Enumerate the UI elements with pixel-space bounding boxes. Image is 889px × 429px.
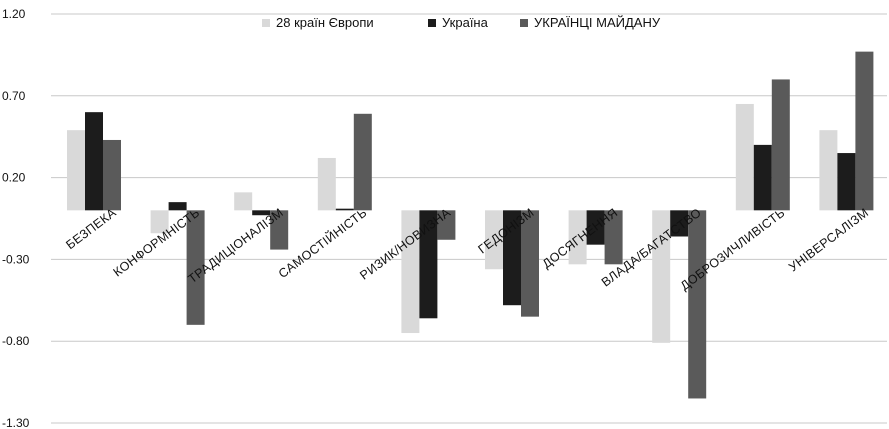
bar	[521, 210, 539, 317]
bar	[85, 112, 103, 211]
bar	[103, 139, 121, 211]
bar	[168, 202, 187, 211]
y-tick-label: -0.30	[2, 252, 30, 266]
bar	[252, 210, 271, 216]
bar	[335, 208, 354, 211]
y-tick-label: 1.20	[2, 7, 26, 21]
x-axis: БЕЗПЕКАКОНФОРМНІСТЬТРАДИЦІОНАЛІЗМСАМОСТІ…	[63, 205, 871, 293]
bar	[317, 157, 336, 211]
bar	[186, 210, 205, 325]
legend-swatch	[262, 19, 270, 27]
y-tick-label: -1.30	[2, 416, 30, 429]
bar	[688, 210, 707, 399]
bar	[652, 210, 671, 343]
bar	[604, 210, 623, 265]
bar	[837, 153, 856, 211]
bar	[586, 210, 605, 245]
bar	[401, 210, 420, 334]
bar	[503, 210, 521, 306]
y-tick-label: 0.20	[2, 171, 26, 185]
y-tick-label: 0.70	[2, 89, 26, 103]
bar	[150, 210, 169, 234]
bar	[353, 113, 372, 211]
bar	[437, 210, 456, 240]
category-label: УНІВЕРСАЛІЗМ	[786, 206, 871, 275]
bar	[568, 210, 587, 265]
bar	[753, 144, 772, 211]
bar	[67, 130, 85, 211]
legend-swatch	[428, 19, 436, 27]
y-tick-label: -0.80	[2, 334, 30, 348]
legend-label: УКРАЇНЦІ МАЙДАНУ	[534, 15, 661, 30]
plot-area	[67, 51, 874, 399]
bar	[735, 103, 754, 211]
legend-label: 28 країн Європи	[276, 15, 374, 30]
legend-label: Україна	[442, 15, 489, 30]
bar	[855, 51, 874, 211]
category-label: САМОСТІЙНІСТЬ	[275, 205, 369, 281]
bar	[419, 210, 438, 319]
bar	[819, 130, 838, 211]
y-axis: 1.20 0.70 0.20 -0.30 -0.80 -1.30	[2, 7, 30, 429]
bar	[771, 79, 790, 211]
bar	[234, 192, 253, 211]
category-label: БЕЗПЕКА	[63, 205, 119, 252]
legend-swatch	[520, 19, 528, 27]
bar	[670, 210, 689, 237]
bar	[270, 210, 289, 250]
legend: 28 країн Європи Україна УКРАЇНЦІ МАЙДАНУ	[262, 15, 661, 30]
bar	[485, 210, 503, 270]
